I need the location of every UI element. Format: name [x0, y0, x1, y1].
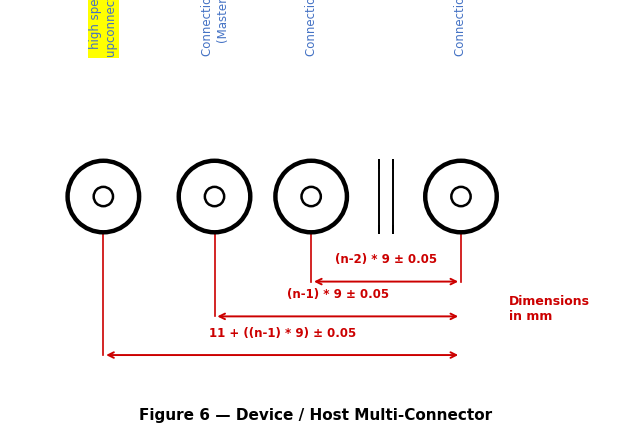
Circle shape [179, 161, 250, 232]
Circle shape [68, 161, 139, 232]
Text: Connection 1: Connection 1 [305, 0, 318, 56]
Text: Optional: Optional [97, 3, 110, 56]
Text: Dimensions
in mm: Dimensions in mm [509, 295, 590, 323]
Text: 11 + ((n-1) * 9) ± 0.05: 11 + ((n-1) * 9) ± 0.05 [209, 326, 356, 340]
Text: Connection 0
(Master): Connection 0 (Master) [200, 0, 229, 56]
Text: (n-2) * 9 ± 0.05: (n-2) * 9 ± 0.05 [335, 253, 437, 266]
Circle shape [425, 161, 497, 232]
Circle shape [276, 161, 347, 232]
Text: Figure 6 — Device / Host Multi-Connector: Figure 6 — Device / Host Multi-Connector [140, 408, 492, 423]
Text: (n-1) * 9 ± 0.05: (n-1) * 9 ± 0.05 [287, 288, 389, 301]
Text: high speed
upconnection: high speed upconnection [89, 0, 118, 56]
Text: Connection n-1: Connection n-1 [454, 0, 468, 56]
